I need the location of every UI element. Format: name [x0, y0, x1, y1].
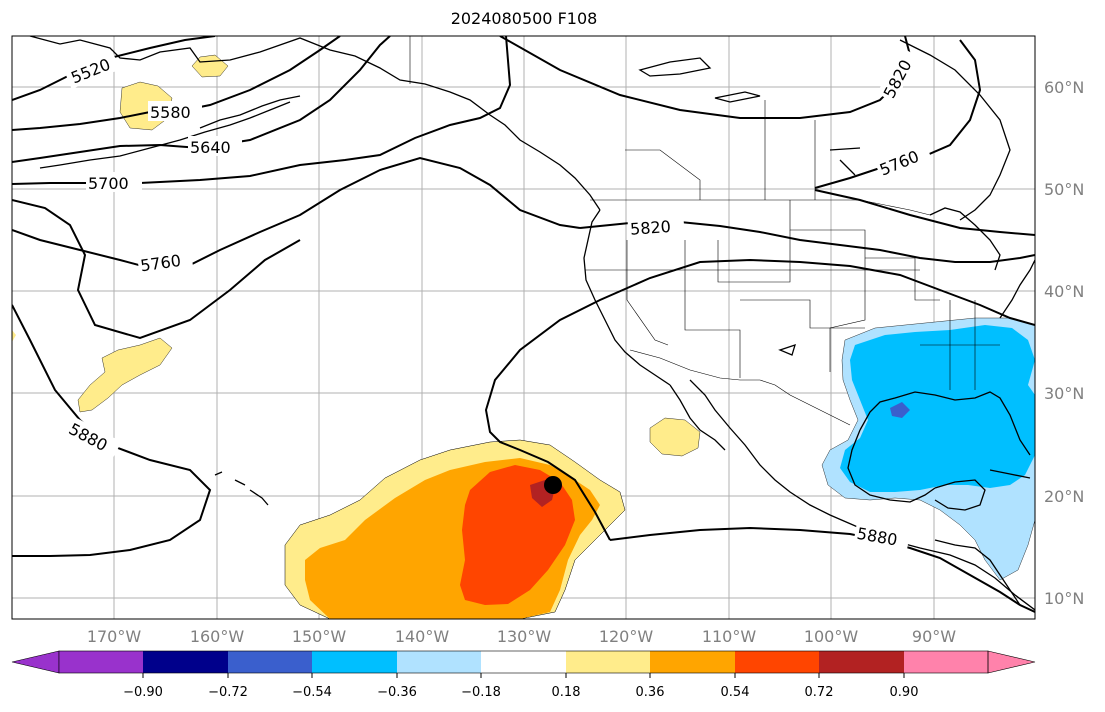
coast-islands-bering	[638, 57, 861, 356]
coast-hawaii	[214, 471, 269, 506]
map-title: 2024080500 F108	[450, 9, 598, 28]
map-frame	[11, 35, 1036, 620]
anomaly-negative-054	[890, 402, 910, 418]
lon-label-140w: 140°W	[395, 627, 450, 646]
lon-label-90w: 90°W	[912, 627, 956, 646]
latitude-labels: 60°N 50°N 40°N 30°N 20°N 10°N	[1044, 78, 1084, 608]
anomaly-patch-baja	[649, 417, 701, 457]
lat-label-10n: 10°N	[1044, 589, 1084, 608]
contour-5760-east	[814, 39, 982, 189]
coast-alaska	[29, 36, 601, 211]
lat-label-30n: 30°N	[1044, 384, 1084, 403]
contour-label-5580: 5580	[150, 103, 191, 122]
lon-label-120w: 120°W	[599, 627, 654, 646]
colorbar: −0.90 −0.72 −0.54 −0.36 −0.18 0.18 0.36 …	[11, 650, 1036, 700]
colorbar-seg-8	[650, 651, 736, 673]
colorbar-label-9: 0.72	[805, 685, 834, 700]
contour-5760	[12, 156, 581, 270]
colorbar-label-3: −0.54	[292, 685, 332, 700]
lon-label-150w: 150°W	[292, 627, 347, 646]
colorbar-label-7: 0.36	[636, 685, 665, 700]
border-states-e1	[920, 300, 1000, 390]
lat-label-20n: 20°N	[1044, 487, 1084, 506]
anomaly-negative-036	[840, 325, 1035, 492]
contour-5880-e3	[12, 199, 301, 340]
contour-label-5820: 5820	[630, 217, 672, 239]
anomaly-shading	[12, 54, 1035, 619]
border-us-mexico	[629, 349, 851, 426]
colorbar-label-6: 0.18	[552, 685, 581, 700]
anomaly-patch-midpacific	[77, 337, 173, 413]
contour-5820-e2	[814, 189, 1035, 236]
border-canada-prov	[625, 100, 816, 200]
border-states-c3	[740, 299, 865, 329]
coast-yucatan	[934, 479, 986, 511]
colorbar-extend-high	[987, 650, 1036, 674]
colorbar-extend-low	[11, 650, 60, 674]
border-states-w2	[626, 240, 669, 346]
lon-label-170w: 170°W	[87, 627, 142, 646]
colorbar-frame	[58, 650, 989, 674]
lon-label-130w: 130°W	[497, 627, 552, 646]
coast-alaska-pen	[199, 95, 301, 129]
colorbar-seg-1	[59, 651, 144, 673]
colorbar-label-10: 0.90	[890, 685, 919, 700]
coast-baja	[669, 384, 726, 451]
coast-mexico-west	[689, 379, 1035, 611]
lat-label-50n: 50°N	[1044, 180, 1084, 199]
colorbar-seg-4	[312, 651, 398, 673]
colorbar-seg-7	[566, 651, 651, 673]
colorbar-label-5: −0.18	[461, 685, 501, 700]
coast-mexico-gulf	[847, 429, 936, 503]
colorbar-seg-2	[143, 651, 229, 673]
colorbar-seg-5	[397, 651, 482, 673]
contour-label-5640: 5640	[190, 138, 231, 157]
colorbar-label-2: −0.72	[208, 685, 248, 700]
lon-label-110w: 110°W	[702, 627, 757, 646]
colorbar-label-4: −0.36	[377, 685, 417, 700]
coastlines	[29, 36, 1035, 613]
colorbar-label-8: 0.54	[721, 685, 750, 700]
colorbar-seg-10	[819, 651, 905, 673]
colorbar-seg-9	[735, 651, 820, 673]
coast-central-america	[934, 539, 1035, 613]
coast-pacific-nw	[583, 209, 671, 386]
coast-atlantic	[999, 259, 1035, 319]
lat-label-40n: 40°N	[1044, 282, 1084, 301]
contour-label-5700: 5700	[88, 174, 129, 193]
border-states-w3	[684, 240, 741, 378]
coast-hudson	[899, 39, 1011, 221]
colorbar-ticks	[142, 673, 905, 678]
coast-cuba	[989, 469, 1031, 479]
coast-gulf	[859, 391, 1031, 456]
coast-great-lakes	[929, 207, 1001, 271]
coast-aleutians	[39, 101, 291, 169]
storm-center-marker	[544, 476, 562, 494]
colorbar-label-1: −0.90	[123, 685, 163, 700]
colorbar-seg-6	[481, 651, 567, 673]
lon-label-100w: 100°W	[804, 627, 859, 646]
border-states-c2	[865, 257, 940, 301]
lat-label-60n: 60°N	[1044, 78, 1084, 97]
political-boundaries	[409, 36, 1000, 426]
contour-5880	[12, 304, 212, 557]
colorbar-seg-11	[904, 651, 988, 673]
lon-label-160w: 160°W	[190, 627, 245, 646]
contour-5880-ridge	[484, 258, 1035, 541]
longitude-labels: 170°W 160°W 150°W 140°W 130°W 120°W 110°…	[87, 627, 956, 646]
anomaly-patch-west	[12, 330, 16, 342]
colorbar-seg-3	[228, 651, 313, 673]
